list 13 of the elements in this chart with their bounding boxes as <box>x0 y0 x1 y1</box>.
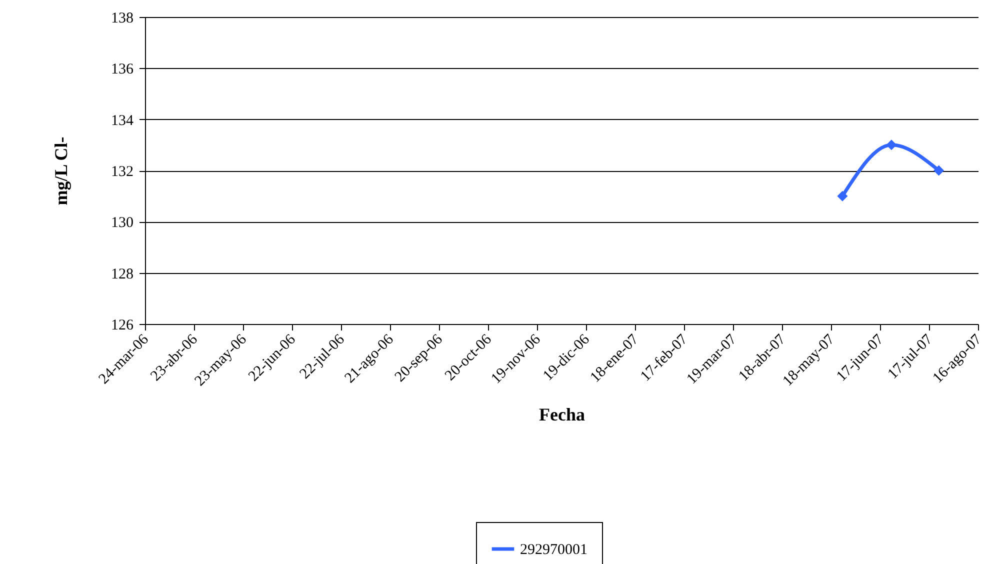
y-tick-label: 126 <box>111 318 134 334</box>
legend-label: 292970001 <box>520 542 588 558</box>
y-tick-label: 128 <box>111 266 134 282</box>
y-tick-label: 132 <box>111 164 134 180</box>
point <box>837 190 848 202</box>
y-tick-label: 134 <box>111 112 134 129</box>
y-tick-label: 138 <box>111 10 134 26</box>
x-axis-title: Fecha <box>539 404 585 425</box>
y-axis-title: mg/L Cl- <box>51 136 71 206</box>
y-tick-label: 130 <box>111 215 134 232</box>
point <box>934 165 944 176</box>
point <box>886 140 897 150</box>
y-tick-label: 136 <box>111 62 134 78</box>
